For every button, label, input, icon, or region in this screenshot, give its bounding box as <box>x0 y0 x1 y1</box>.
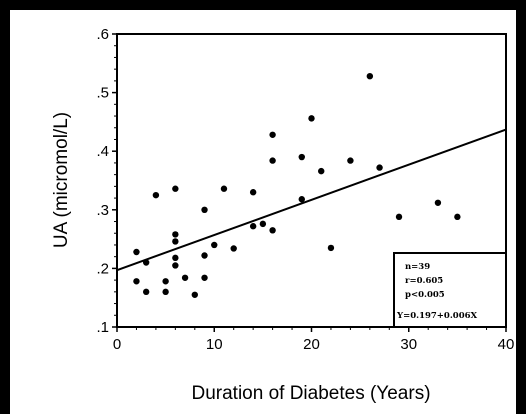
x-tick-label: 10 <box>206 336 223 353</box>
data-point <box>249 189 257 196</box>
y-tick-label: .3 <box>96 202 109 219</box>
data-point <box>298 153 305 161</box>
data-point <box>230 245 237 252</box>
data-point <box>172 238 179 245</box>
data-point <box>249 223 257 230</box>
data-point <box>133 248 140 256</box>
stats-box: n=39 r=0.605 p<0.005 Y=0.197+0.006X <box>393 252 507 328</box>
y-tick-label: .5 <box>96 85 109 102</box>
data-point <box>269 157 276 164</box>
y-tick-label: .6 <box>96 26 109 43</box>
stat-r: r=0.605 <box>405 276 443 286</box>
axis-ticks: 0 10 20 30 40 .1 .2 .3 .4 .5 .6 <box>96 26 514 353</box>
x-axis-title: Duration of Diabetes (Years) <box>191 383 430 404</box>
data-points <box>133 72 461 298</box>
data-point <box>191 291 198 298</box>
data-point <box>162 278 169 285</box>
data-point <box>308 115 315 122</box>
chart-frame: 0 10 20 30 40 .1 .2 .3 .4 .5 .6 n=39 r=0.605 p<0.0… <box>10 10 516 414</box>
data-point <box>366 72 374 80</box>
x-tick-label: 20 <box>303 336 320 353</box>
regression-line <box>116 128 507 272</box>
data-point <box>376 164 383 171</box>
data-point <box>395 213 403 221</box>
data-point <box>327 244 335 252</box>
data-point <box>269 227 276 234</box>
data-point <box>172 254 179 262</box>
data-point <box>259 220 267 228</box>
data-point <box>142 288 150 296</box>
data-point <box>172 185 179 192</box>
data-point <box>434 199 442 206</box>
y-axis-title: UA (micromol/L) <box>51 112 72 248</box>
stats-box-frame <box>393 252 507 328</box>
stat-n: n=39 <box>405 262 430 272</box>
data-point <box>211 241 218 249</box>
data-point <box>172 231 179 238</box>
data-point <box>172 262 179 269</box>
x-tick-label: 40 <box>498 336 515 353</box>
data-point <box>133 278 140 285</box>
x-tick-label: 0 <box>113 336 121 353</box>
data-point <box>181 274 189 281</box>
y-tick-label: .1 <box>96 319 109 336</box>
stat-p: p<0.005 <box>405 290 445 300</box>
data-point <box>220 185 228 192</box>
regression-equation: Y=0.197+0.006X <box>396 311 478 321</box>
data-point <box>269 131 276 138</box>
data-point <box>201 206 208 213</box>
data-point <box>454 213 461 221</box>
y-tick-label: .4 <box>96 143 109 160</box>
data-point <box>201 274 208 281</box>
data-point <box>201 252 208 259</box>
data-point <box>347 157 354 164</box>
y-tick-label: .2 <box>96 260 109 277</box>
scatter-chart: 0 10 20 30 40 .1 .2 .3 .4 .5 .6 n=39 r=0.605 p<0.0… <box>51 26 514 404</box>
data-point <box>152 191 160 199</box>
x-tick-label: 30 <box>400 336 417 353</box>
data-point <box>318 167 325 175</box>
data-point <box>298 196 305 203</box>
data-point <box>162 288 169 296</box>
